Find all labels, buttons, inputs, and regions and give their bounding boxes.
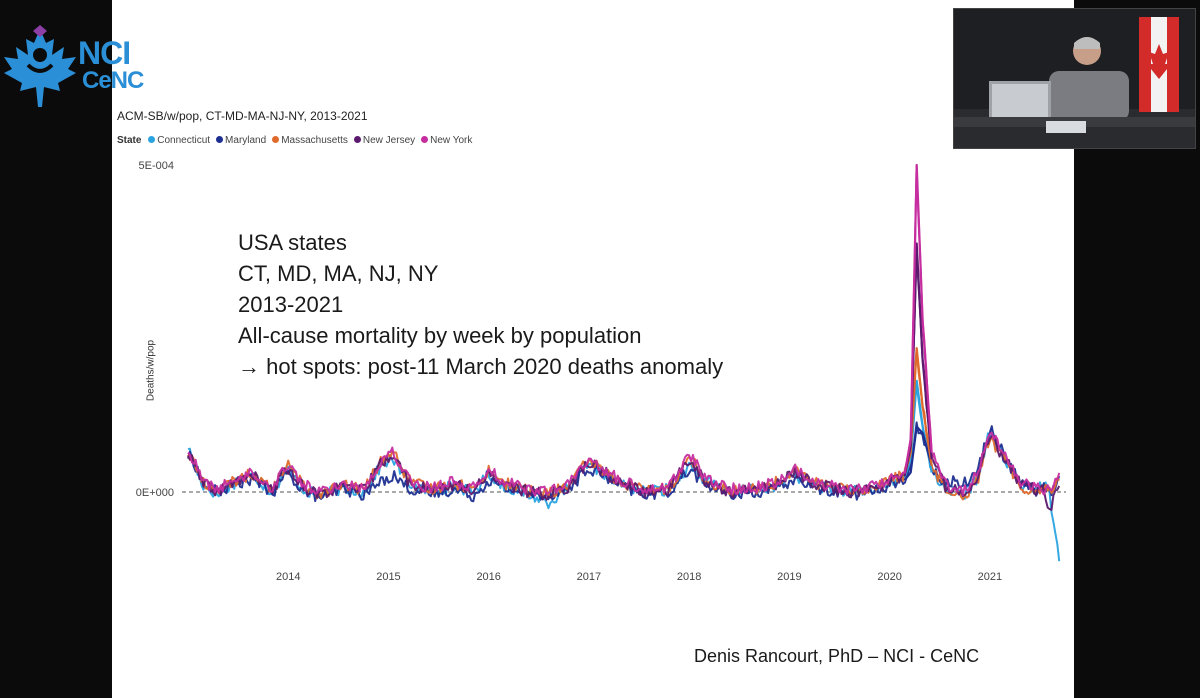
legend-label: New Jersey bbox=[362, 135, 416, 146]
annotation-text: USA states CT, MD, MA, NJ, NY 2013-2021 … bbox=[238, 227, 723, 382]
legend-swatch bbox=[216, 135, 224, 143]
x-tick-label: 2015 bbox=[376, 571, 400, 583]
x-tick-label: 2016 bbox=[476, 571, 500, 583]
legend-label: Connecticut bbox=[157, 135, 211, 146]
annotation-line: CT, MD, MA, NJ, NY bbox=[238, 261, 439, 286]
legend-label: New York bbox=[430, 135, 473, 146]
y-tick-label: 0E+000 bbox=[136, 487, 174, 499]
x-tick-label: 2019 bbox=[777, 571, 801, 583]
legend-swatch bbox=[421, 135, 429, 143]
legend-label: Maryland bbox=[225, 135, 267, 146]
legend-item: New York bbox=[421, 135, 472, 146]
legend-item: New Jersey bbox=[353, 135, 416, 146]
legend-swatch bbox=[353, 135, 361, 143]
annotation-line: 2013-2021 bbox=[238, 292, 344, 317]
legend-item: Massachusetts bbox=[272, 135, 348, 146]
y-tick-label: 5E-004 bbox=[139, 160, 174, 172]
presenter-credit: Denis Rancourt, PhD – NCI - CeNC bbox=[694, 646, 980, 666]
legend-title: State bbox=[117, 135, 142, 146]
x-tick-label: 2018 bbox=[677, 571, 701, 583]
nci-cenc-logo: NCI CeNC bbox=[0, 25, 200, 115]
legend-swatch bbox=[272, 135, 280, 143]
series-peak-maryland bbox=[903, 425, 933, 481]
speaker-video-thumbnail bbox=[953, 8, 1196, 149]
maple-leaf-icon bbox=[4, 25, 76, 107]
legend-swatch bbox=[148, 135, 156, 143]
legend-label: Massachusetts bbox=[281, 135, 348, 146]
x-tick-label: 2014 bbox=[276, 571, 300, 583]
annotation-line: → hot spots: post-11 March 2020 deaths a… bbox=[238, 354, 724, 379]
logo-nci-text: NCI bbox=[78, 35, 131, 71]
x-tick-label: 2020 bbox=[877, 571, 901, 583]
legend-item: Maryland bbox=[216, 135, 266, 146]
logo-cenc-text: CeNC bbox=[82, 67, 144, 94]
legend-item: Connecticut bbox=[148, 135, 210, 146]
annotation-line: USA states bbox=[238, 230, 347, 255]
series-peak-new-york bbox=[903, 163, 933, 474]
x-tick-label: 2021 bbox=[978, 571, 1002, 583]
annotation-line: All-cause mortality by week by populatio… bbox=[238, 323, 642, 348]
chart-title: ACM-SB/w/pop, CT-MD-MA-NJ-NY, 2013-2021 bbox=[117, 109, 368, 123]
chart-legend: State Connecticut Maryland Massachusetts Ne… bbox=[117, 135, 478, 146]
x-tick-label: 2017 bbox=[577, 571, 601, 583]
